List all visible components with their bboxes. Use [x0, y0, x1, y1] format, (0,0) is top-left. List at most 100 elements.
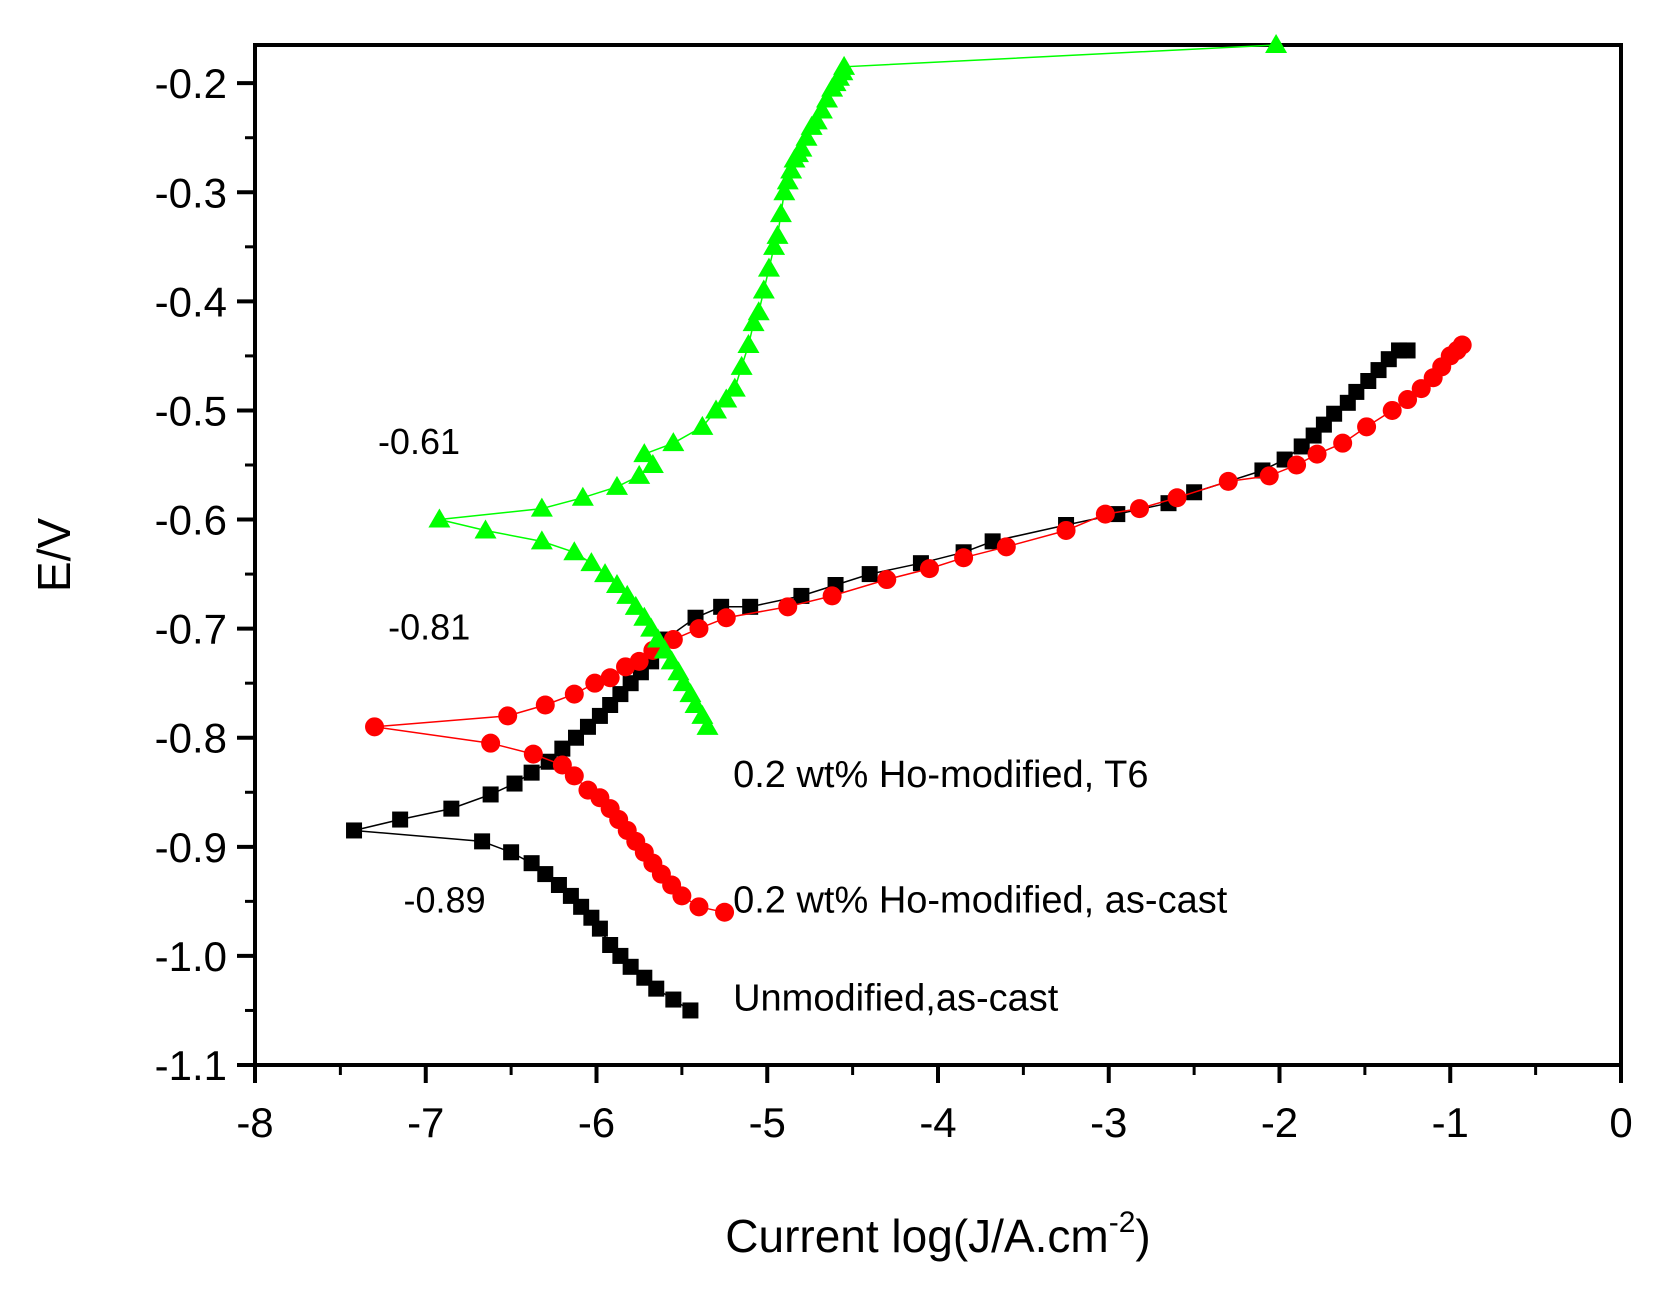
data-point-circle — [716, 608, 736, 628]
data-point-triangle — [691, 415, 714, 435]
series-layer: Unmodified,as-cast 0.2 wt% Ho-modified, a… — [346, 34, 1472, 1019]
data-point-triangle — [633, 443, 656, 463]
x-tick-label: -3 — [1090, 1099, 1127, 1146]
data-point-circle — [564, 684, 584, 704]
series-line — [439, 44, 1277, 728]
series-label: 0.2 wt% Ho-modified, T6 — [733, 754, 1148, 796]
data-point-circle — [715, 902, 735, 922]
data-point-triangle — [660, 650, 683, 670]
data-point-triangle — [742, 312, 765, 332]
data-point-circle — [629, 651, 649, 671]
y-tick-label: -0.2 — [155, 60, 227, 107]
data-point-circle — [1259, 466, 1279, 486]
x-tick-label: -4 — [919, 1099, 956, 1146]
data-point-circle — [578, 780, 598, 800]
data-point-circle — [689, 897, 709, 917]
data-point-circle — [996, 537, 1016, 557]
annotation-label: -0.89 — [404, 879, 486, 920]
x-axis: -8 -7 -6 -5 -4 -3 -2 -1 0 — [236, 1065, 1633, 1146]
x-axis-title: Current log(J/A.cm-2) — [725, 1206, 1150, 1262]
series-circle: 0.2 wt% Ho-modified, as-cast — [365, 335, 1472, 922]
data-point-square — [665, 991, 682, 1008]
data-point-triangle — [730, 355, 753, 375]
data-point-square — [682, 1002, 699, 1019]
data-point-triangle — [428, 508, 451, 528]
series-square: Unmodified,as-cast — [346, 342, 1416, 1019]
data-point-circle — [1307, 444, 1327, 464]
data-point-circle — [1095, 504, 1115, 524]
data-point-triangle — [757, 257, 780, 277]
data-point-triangle — [766, 224, 789, 244]
data-point-square — [742, 598, 759, 615]
data-point-triangle — [737, 334, 760, 353]
x-tick-label: -6 — [578, 1099, 615, 1146]
data-point-triangle — [705, 399, 728, 419]
x-tick-label: 0 — [1609, 1099, 1632, 1146]
data-point-circle — [954, 548, 974, 568]
data-point-square — [537, 866, 554, 883]
data-point-triangle — [776, 170, 799, 190]
data-point-circle — [552, 755, 572, 775]
data-point-triangle — [474, 519, 497, 539]
x-tick-label: -8 — [236, 1099, 273, 1146]
y-tick-label: -1.0 — [155, 933, 227, 980]
data-point-circle — [1382, 400, 1402, 420]
data-point-square — [550, 877, 567, 893]
data-point-triangle — [628, 464, 651, 484]
data-point-circle — [1218, 471, 1238, 491]
data-point-triangle — [715, 388, 738, 408]
data-point-triangle — [646, 628, 669, 648]
data-point-circle — [1287, 455, 1307, 475]
data-point-square — [1399, 342, 1416, 359]
series-label: 0.2 wt% Ho-modified, as-cast — [733, 879, 1228, 921]
data-point-triangle — [1265, 34, 1288, 53]
data-point-triangle — [833, 55, 856, 75]
data-point-triangle — [633, 606, 656, 626]
data-point-triangle — [773, 181, 796, 201]
data-point-triangle — [747, 301, 770, 321]
annotation-label: -0.81 — [388, 607, 470, 648]
data-point-circle — [1398, 390, 1418, 410]
data-point-square — [523, 855, 540, 872]
data-point-circle — [689, 619, 709, 639]
data-point-triangle — [780, 159, 803, 179]
data-point-triangle — [684, 694, 707, 713]
data-point-square — [554, 740, 571, 757]
data-point-triangle — [563, 541, 586, 561]
data-point-square — [506, 775, 523, 792]
x-tick-label: -7 — [407, 1099, 444, 1146]
y-tick-label: -0.6 — [155, 497, 227, 544]
data-point-circle — [1452, 335, 1472, 355]
data-point-circle — [1129, 499, 1149, 519]
data-point-triangle — [641, 454, 664, 473]
data-point-triangle — [752, 279, 775, 299]
data-point-triangle — [667, 661, 690, 681]
data-point-square — [443, 800, 460, 817]
data-point-triangle — [640, 617, 663, 637]
data-point-square — [346, 822, 363, 839]
data-point-square — [1326, 405, 1343, 422]
data-point-triangle — [790, 137, 813, 157]
data-point-triangle — [616, 584, 639, 604]
y-tick-label: -0.3 — [155, 169, 227, 216]
data-point-triangle — [605, 475, 628, 495]
y-axis-title: E/V — [28, 518, 80, 592]
y-tick-label: -0.4 — [155, 278, 227, 325]
data-point-triangle — [696, 715, 719, 735]
data-point-triangle — [662, 432, 685, 452]
data-point-circle — [365, 717, 385, 737]
data-point-triangle — [691, 704, 714, 724]
annotation-layer: -0.61 -0.81 -0.89 — [378, 421, 486, 920]
data-point-square — [523, 764, 540, 781]
data-point-triangle — [769, 203, 792, 223]
data-point-triangle — [795, 126, 818, 146]
data-point-circle — [535, 695, 555, 715]
y-tick-label: -0.8 — [155, 715, 227, 762]
data-point-circle — [822, 586, 842, 606]
data-point-square — [793, 587, 810, 604]
data-point-triangle — [594, 563, 617, 583]
data-point-triangle — [672, 672, 695, 692]
annotation-label: -0.61 — [378, 421, 460, 462]
data-point-square — [602, 937, 619, 953]
data-point-triangle — [624, 595, 647, 615]
